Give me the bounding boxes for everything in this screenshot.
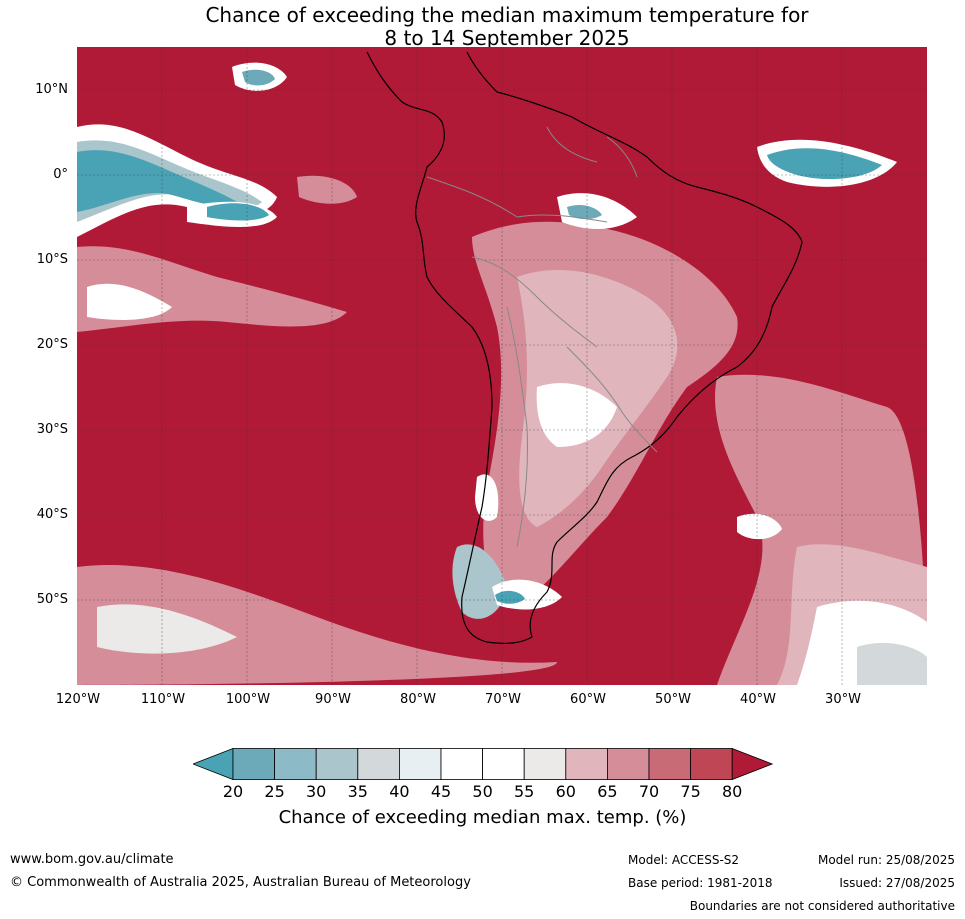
lat-label-40s: 40°S (36, 507, 68, 522)
lat-label-10n: 10°N (35, 82, 68, 97)
lon-label-70w: 70°W (485, 692, 521, 707)
lat-label-50s: 50°S (36, 592, 68, 607)
colorbar-tick-label: 40 (389, 782, 410, 801)
lon-label-50w: 50°W (655, 692, 691, 707)
website-link[interactable]: www.bom.gov.au/climate (10, 852, 174, 867)
map-title: Chance of exceeding the median maximum t… (0, 4, 965, 50)
colorbar-cell (232, 748, 275, 780)
colorbar-cell (274, 748, 317, 780)
lon-label-30w: 30°W (825, 692, 861, 707)
colorbar-cell (648, 748, 691, 780)
lon-label-100w: 100°W (225, 692, 271, 707)
lon-label-40w: 40°W (740, 692, 776, 707)
colorbar-label: Chance of exceeding median max. temp. (%… (278, 807, 687, 828)
colorbar-extend-high (731, 748, 774, 781)
colorbar-tick-label: 50 (472, 782, 493, 801)
country-borders (426, 126, 658, 548)
colorbar-cell (606, 748, 650, 780)
disclaimer-text: Boundaries are not considered authoritat… (689, 899, 955, 913)
lon-label-80w: 80°W (400, 692, 436, 707)
colorbar (193, 748, 774, 781)
coastline (366, 51, 803, 644)
colorbar-cell (440, 748, 483, 780)
colorbar-tick-label: 30 (306, 782, 327, 801)
colorbar-tick-label: 65 (597, 782, 618, 801)
colorbar-tick-label: 75 (680, 782, 701, 801)
graticule (77, 47, 927, 685)
colorbar-tick-label: 80 (722, 782, 743, 801)
anomaly-map (77, 47, 927, 685)
colorbar-tick-label: 70 (638, 782, 660, 801)
colorbar-cell (315, 748, 359, 780)
lat-label-20s: 20°S (36, 337, 68, 352)
colorbar-cell (690, 748, 733, 780)
lat-label-30s: 30°S (36, 422, 68, 437)
colorbar-tick-label: 25 (264, 782, 285, 801)
low-chance-areas (77, 62, 927, 685)
title-line-1: Chance of exceeding the median maximum t… (205, 3, 809, 27)
colorbar-tick-label: 20 (222, 782, 244, 801)
colorbar-tick-label: 55 (514, 782, 535, 801)
colorbar-tick-label: 60 (555, 782, 576, 801)
lat-label-10s: 10°S (36, 252, 68, 267)
colorbar-cell (565, 748, 608, 780)
model-run-text: Model run: 25/08/2025 (817, 853, 955, 867)
colorbar-cell (523, 748, 567, 780)
colorbar-cell (482, 748, 525, 780)
colorbar-extend-low (193, 748, 234, 781)
continent-anomalies (452, 193, 738, 619)
issued-text: Issued: 27/08/2025 (839, 876, 955, 890)
colorbar-cell (357, 748, 400, 780)
lat-label-0: 0° (53, 167, 68, 182)
colorbar-tick-label: 45 (430, 782, 452, 801)
colorbar-tick-label: 35 (347, 782, 368, 801)
map-panel (77, 47, 927, 685)
title-line-2: 8 to 14 September 2025 (384, 26, 630, 50)
base-period-text: Base period: 1981-2018 (628, 876, 773, 890)
lon-label-110w: 110°W (140, 692, 186, 707)
copyright-text: © Commonwealth of Australia 2025, Austra… (10, 875, 471, 890)
lon-label-120w: 120°W (55, 692, 101, 707)
lon-label-60w: 60°W (570, 692, 606, 707)
lon-label-90w: 90°W (315, 692, 351, 707)
colorbar-cell (398, 748, 442, 780)
model-text: Model: ACCESS-S2 (628, 853, 740, 867)
